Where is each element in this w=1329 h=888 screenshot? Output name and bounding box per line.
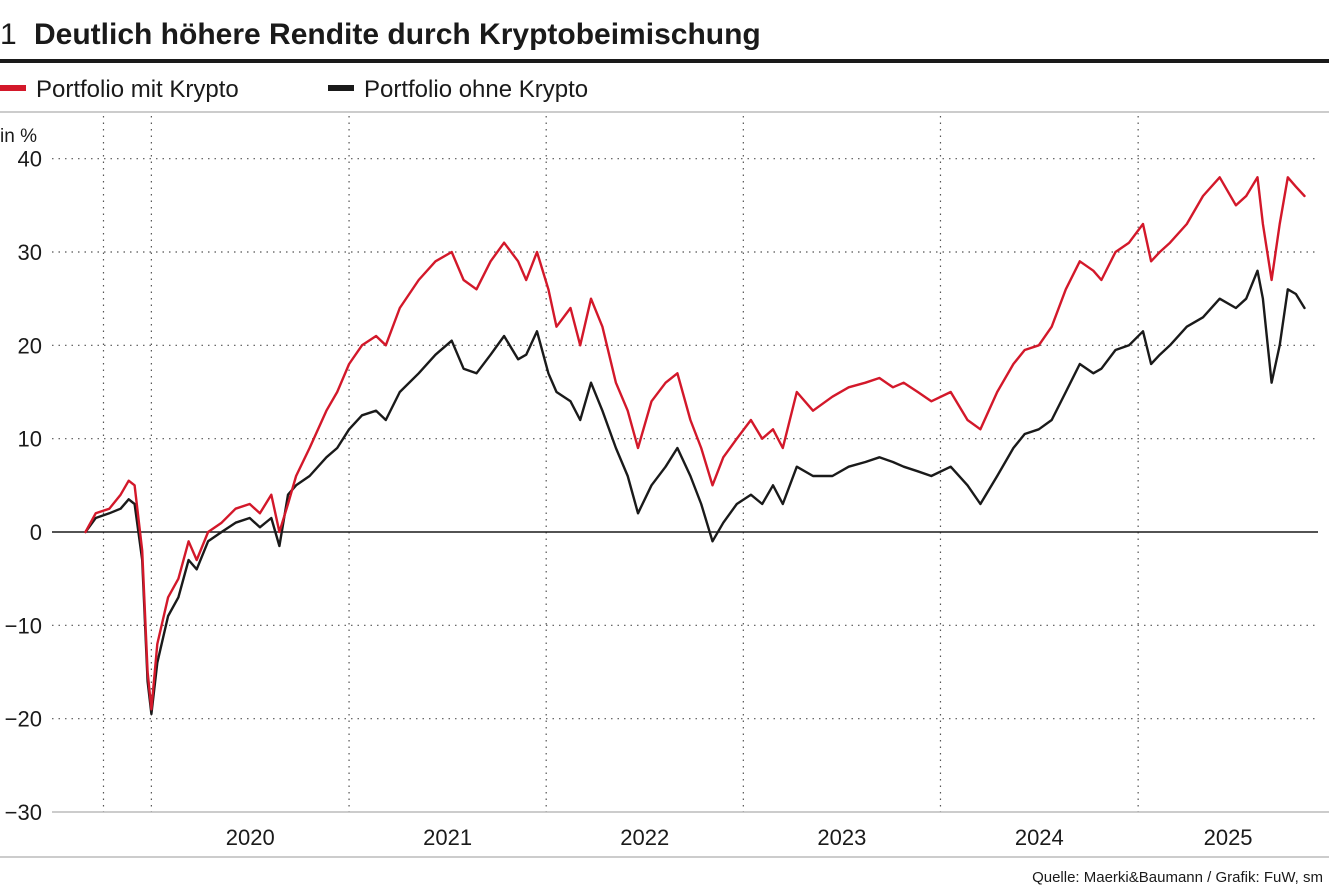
legend-swatch-mit-krypto — [0, 85, 26, 91]
y-tick-label: −30 — [5, 800, 42, 825]
title-rule — [0, 59, 1329, 63]
x-tick-label: 2020 — [226, 825, 275, 850]
x-axis: 2020 2021 2022 2023 2024 2025 — [226, 825, 1253, 850]
x-tick-label: 2025 — [1204, 825, 1253, 850]
grid — [52, 116, 1318, 812]
legend: Portfolio mit Krypto Portfolio ohne Kryp… — [0, 76, 588, 103]
y-tick-label: −20 — [5, 707, 42, 732]
source-note: Quelle: Maerki&Baumann / Grafik: FuW, sm — [1032, 869, 1323, 886]
x-tick-label: 2022 — [620, 825, 669, 850]
y-tick-label: 30 — [18, 240, 42, 265]
x-tick-label: 2021 — [423, 825, 472, 850]
series-line-ohne-krypto — [84, 269, 1306, 716]
x-tick-label: 2023 — [817, 825, 866, 850]
y-tick-label: 40 — [18, 147, 42, 172]
y-tick-label: 10 — [18, 427, 42, 452]
legend-label-ohne-krypto: Portfolio ohne Krypto — [364, 76, 588, 103]
legend-swatch-ohne-krypto — [328, 85, 354, 91]
y-unit-label: in % — [0, 126, 37, 147]
y-tick-label: 20 — [18, 333, 42, 358]
legend-label-mit-krypto: Portfolio mit Krypto — [36, 76, 239, 103]
y-tick-label: 0 — [30, 520, 42, 545]
series-line-mit-krypto — [84, 176, 1306, 711]
y-axis: 40 30 20 10 0 −10 −20 −30 — [5, 147, 42, 825]
chart-number: 1 — [0, 18, 17, 51]
chart-title: Deutlich höhere Rendite durch Kryptobeim… — [34, 18, 761, 51]
y-tick-label: −10 — [5, 613, 42, 638]
series — [84, 176, 1306, 716]
x-tick-label: 2024 — [1015, 825, 1064, 850]
